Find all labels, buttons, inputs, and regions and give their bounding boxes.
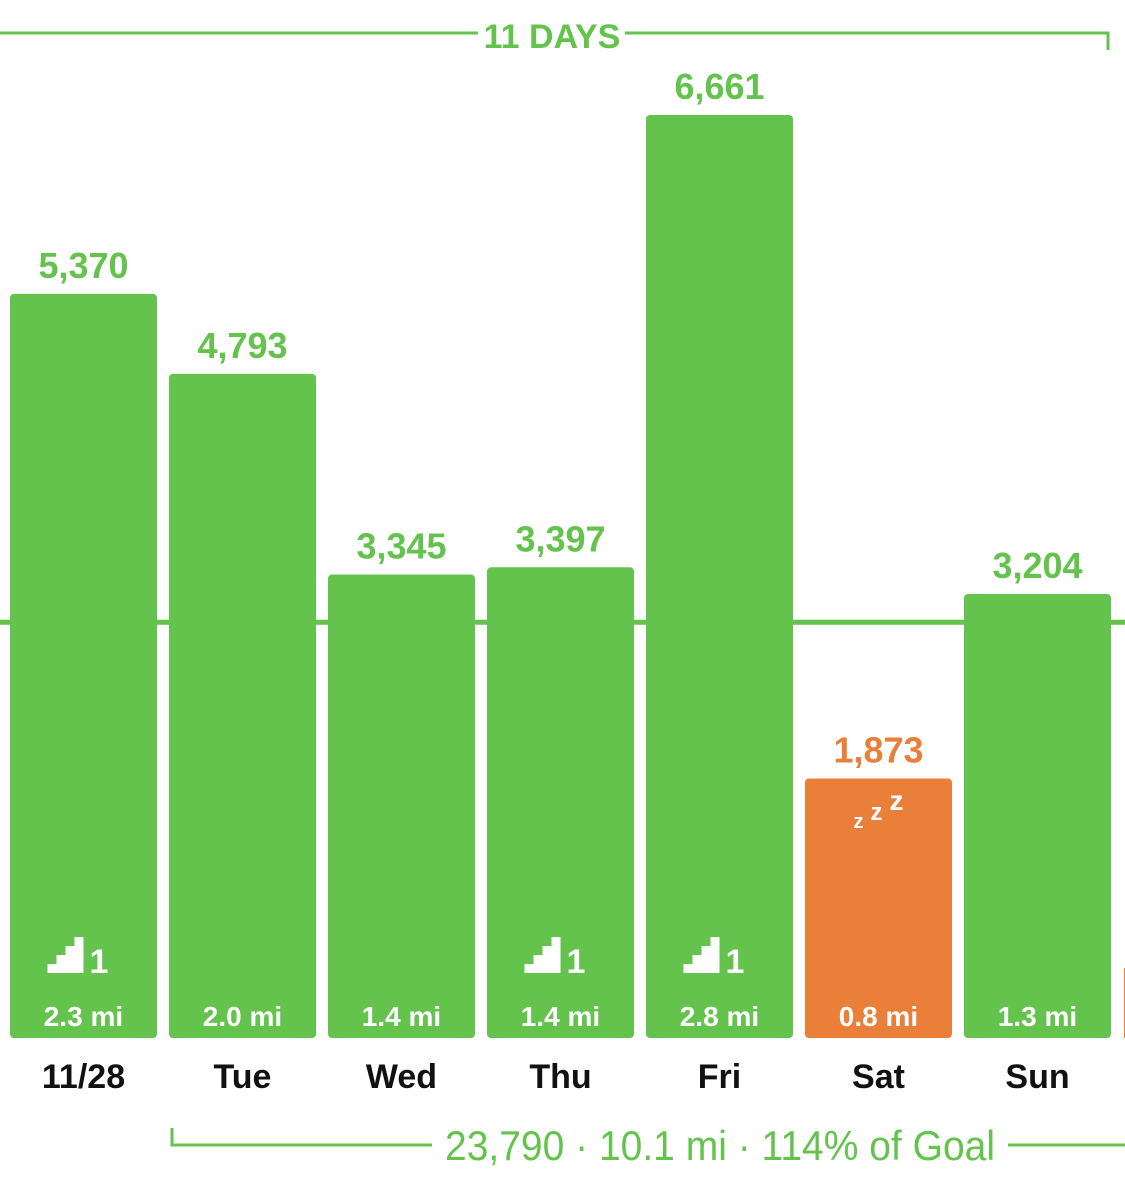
stairs-icon-shape: [524, 937, 561, 973]
stairs-icon-shape: [47, 937, 84, 973]
floors-count: 1: [567, 943, 586, 981]
streak-label: 11 DAYS: [484, 18, 621, 56]
bar-fri: [646, 115, 793, 1038]
value-label: 1,873: [833, 729, 923, 770]
distance-label: 2.8 mi: [680, 1001, 759, 1032]
day-label: Fri: [698, 1058, 741, 1096]
value-label: 5,370: [38, 245, 128, 286]
sleep-z-large: z: [890, 785, 904, 816]
stairs-icon: [47, 937, 84, 973]
bar-wed: [328, 574, 475, 1038]
stairs-icon: [683, 937, 720, 973]
value-label: 6,661: [674, 66, 764, 107]
distance-label: 1.4 mi: [362, 1001, 441, 1032]
floors-count: 1: [90, 943, 109, 981]
day-label: Wed: [366, 1058, 437, 1096]
distance-label: 2.0 mi: [203, 1001, 282, 1032]
day-label: Sun: [1005, 1058, 1069, 1096]
bar-sat: [805, 778, 952, 1038]
bar-tue: [169, 373, 316, 1038]
streak-bracket-right: [625, 31, 1110, 50]
distance-label: 1.4 mi: [521, 1001, 600, 1032]
summary-bracket-left: [170, 1128, 432, 1147]
value-label: 3,204: [992, 545, 1082, 586]
sleep-z-medium: z: [871, 799, 883, 826]
sleep-z-small: z: [854, 811, 864, 833]
day-label: Thu: [529, 1058, 591, 1096]
floors-count: 1: [726, 943, 745, 981]
bar-thu: [487, 567, 634, 1038]
day-label: 11/28: [42, 1058, 125, 1096]
distance-label: 1.3 mi: [998, 1001, 1077, 1032]
stairs-icon-shape: [683, 937, 720, 973]
distance-label: 0.8 mi: [839, 1001, 918, 1032]
bar-sun: [964, 594, 1111, 1038]
value-label: 3,345: [356, 525, 446, 566]
day-label: Tue: [214, 1058, 272, 1096]
distance-label: 2.3 mi: [44, 1001, 123, 1032]
value-label: 4,793: [197, 325, 287, 366]
stairs-icon: [524, 937, 561, 973]
value-label: 3,397: [515, 518, 605, 559]
bar-11-28: [10, 293, 157, 1039]
day-label: Sat: [852, 1058, 905, 1096]
summary-label: 23,790 · 10.1 mi · 114% of Goal: [445, 1122, 995, 1169]
